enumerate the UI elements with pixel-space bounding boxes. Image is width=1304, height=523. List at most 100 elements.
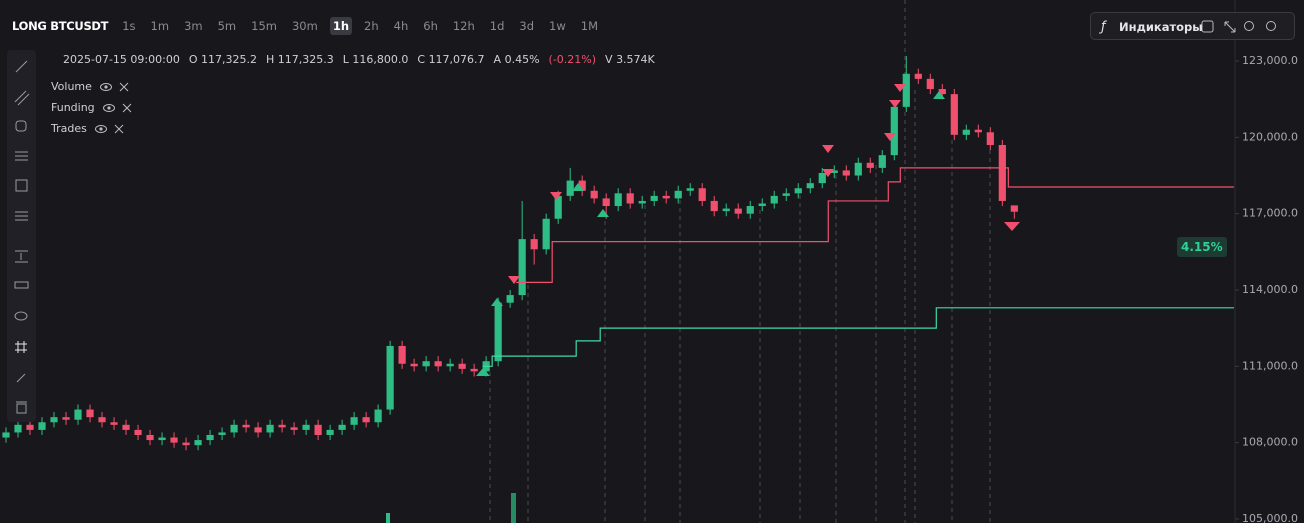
- field: A 0.45%: [494, 53, 540, 66]
- trade-lines: [489, 0, 991, 523]
- candle-body: [818, 172, 826, 184]
- interval[interactable]: 5m: [217, 19, 237, 33]
- candle-body: [686, 188, 694, 191]
- field-label: O: [188, 53, 198, 66]
- y-tick-label: 120,000.0: [1242, 130, 1298, 143]
- close-icon[interactable]: [119, 82, 129, 91]
- candle-body: [1010, 205, 1018, 212]
- symbol[interactable]: LONG BTCUSDT: [12, 19, 109, 33]
- sell-marker: [550, 192, 562, 200]
- candle-body: [26, 424, 34, 430]
- field-label: V: [605, 53, 613, 66]
- close-icon[interactable]: [114, 124, 124, 133]
- eye-icon[interactable]: [94, 124, 107, 133]
- row-icons: [94, 124, 124, 133]
- toolbar: LONG BTCUSDT 1s 1m 3m 5m 15m 30m 1h 2h 4…: [12, 17, 601, 35]
- field-label: L: [342, 53, 349, 66]
- indicator-row: Volume: [51, 80, 130, 93]
- candle-body: [266, 424, 274, 433]
- buy-marker: [572, 183, 584, 191]
- candle-body: [374, 409, 382, 423]
- tool-visibility[interactable]: [14, 311, 28, 321]
- candle-body: [2, 432, 10, 438]
- close-icon[interactable]: [122, 103, 132, 112]
- interval[interactable]: 1d: [489, 19, 505, 33]
- tool-shape[interactable]: [15, 120, 27, 132]
- field: H 117,325.3: [266, 53, 334, 66]
- indicators-button[interactable]: ƒ Индикаторы: [1090, 12, 1295, 40]
- interval-active[interactable]: 1h: [329, 17, 353, 35]
- candle-body: [590, 190, 598, 199]
- interval[interactable]: 1m: [150, 19, 170, 33]
- field-label: A: [493, 53, 502, 66]
- tool-ruler[interactable]: [14, 281, 29, 289]
- volume-bar: [511, 493, 516, 523]
- candle-body: [614, 193, 622, 207]
- candle-body: [842, 170, 850, 176]
- candle-body: [230, 424, 238, 433]
- row-icons: [99, 82, 129, 91]
- buy-marker: [597, 209, 609, 217]
- interval[interactable]: 12h: [452, 19, 475, 33]
- interval[interactable]: 3d: [519, 19, 535, 33]
- tool-magnet[interactable]: [16, 373, 26, 383]
- candle-body: [566, 180, 574, 196]
- interval[interactable]: 3m: [184, 19, 203, 33]
- interval[interactable]: 4h: [393, 19, 409, 33]
- candle-body: [626, 193, 634, 204]
- interval[interactable]: 2h: [364, 19, 379, 33]
- interval[interactable]: 30m: [291, 19, 318, 33]
- tool-pattern[interactable]: [15, 179, 28, 192]
- indicator-name[interactable]: Volume: [51, 80, 92, 93]
- tool-trendline[interactable]: [15, 60, 28, 73]
- tool-delete[interactable]: [16, 401, 27, 414]
- eye-icon[interactable]: [102, 103, 115, 112]
- eye-pupil: [104, 84, 108, 89]
- candle-body: [950, 94, 958, 135]
- candle-body: [782, 193, 790, 196]
- icon: [1201, 20, 1214, 33]
- candle-body: [434, 361, 442, 367]
- candle-body: [14, 424, 22, 433]
- tool-channel[interactable]: [14, 90, 30, 106]
- interval[interactable]: 1s: [122, 19, 136, 33]
- candle-body: [554, 195, 562, 219]
- interval[interactable]: 1w: [549, 19, 566, 33]
- interval[interactable]: 6h: [423, 19, 438, 33]
- tool-grid[interactable]: [15, 341, 27, 353]
- indicator-name[interactable]: Funding: [51, 101, 95, 114]
- candle-body: [446, 363, 454, 367]
- sell-marker: [822, 145, 834, 153]
- indicator-row: Funding: [51, 101, 133, 114]
- candle-body: [662, 195, 670, 199]
- candle-body: [134, 429, 142, 435]
- tool-measure[interactable]: [15, 250, 28, 263]
- interval[interactable]: 1M: [580, 19, 599, 33]
- field: C 117,076.7: [417, 53, 484, 66]
- volume-bar: [386, 513, 390, 523]
- candle-body: [398, 345, 406, 364]
- eye-icon[interactable]: [99, 82, 112, 91]
- candle-body: [146, 434, 154, 441]
- tool-lines[interactable]: [15, 211, 28, 221]
- candle-body: [290, 427, 298, 430]
- candle-body: [494, 302, 502, 362]
- row-icons: [102, 103, 132, 112]
- candle-body: [242, 424, 250, 428]
- candle-body: [98, 417, 106, 423]
- candle-body: [914, 73, 922, 79]
- candle-body: [62, 417, 70, 420]
- candle-body: [422, 361, 430, 367]
- candle-body: [458, 363, 466, 369]
- candle-body: [110, 422, 118, 425]
- indicator-name[interactable]: Trades: [51, 122, 87, 135]
- y-tick-label: 105,000.0: [1242, 512, 1298, 523]
- interval[interactable]: 15m: [251, 19, 277, 33]
- sell-marker: [884, 133, 896, 141]
- candle-body: [770, 195, 778, 204]
- tool-fib[interactable]: [15, 151, 28, 161]
- field-value: 116,800.0: [352, 53, 409, 66]
- candle-body: [86, 409, 94, 418]
